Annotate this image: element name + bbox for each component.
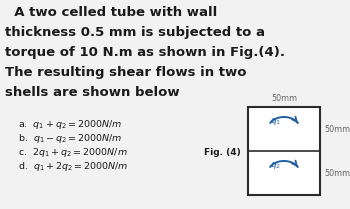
Text: $q_1$: $q_1$	[270, 116, 281, 127]
Text: Fig. (4): Fig. (4)	[204, 148, 241, 157]
Text: thickness 0.5 mm is subjected to a: thickness 0.5 mm is subjected to a	[5, 26, 265, 39]
Text: a.  $q_1 + q_2 = 2000N/m$: a. $q_1 + q_2 = 2000N/m$	[18, 118, 122, 131]
Text: The resulting shear flows in two: The resulting shear flows in two	[5, 66, 246, 79]
Text: d.  $q_1 + 2q_2 = 2000N/m$: d. $q_1 + 2q_2 = 2000N/m$	[18, 160, 128, 173]
Text: A two celled tube with wall: A two celled tube with wall	[5, 6, 217, 19]
Text: 50mm: 50mm	[324, 168, 350, 177]
Text: torque of 10 N.m as shown in Fig.(4).: torque of 10 N.m as shown in Fig.(4).	[5, 46, 285, 59]
Text: b.  $q_1 - q_2 = 2000N/m$: b. $q_1 - q_2 = 2000N/m$	[18, 132, 122, 145]
Text: 50mm: 50mm	[271, 94, 297, 103]
Text: $q_2$: $q_2$	[270, 160, 281, 171]
Text: c.  $2q_1 + q_2 = 2000N/m$: c. $2q_1 + q_2 = 2000N/m$	[18, 146, 128, 159]
Text: shells are shown below: shells are shown below	[5, 86, 180, 99]
Bar	[248, 107, 320, 195]
Text: 50mm: 50mm	[324, 125, 350, 134]
